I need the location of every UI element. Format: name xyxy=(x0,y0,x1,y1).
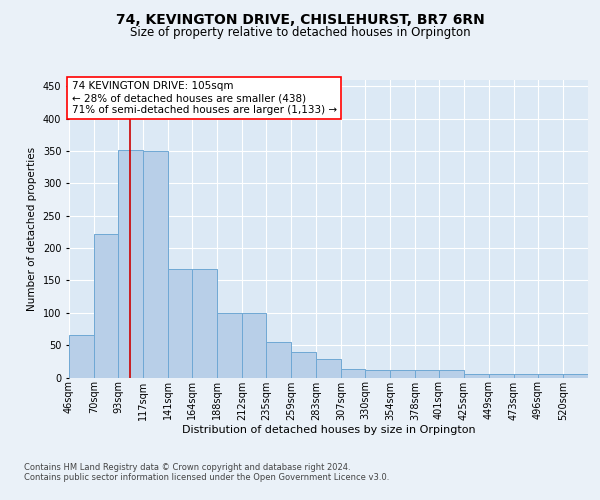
Bar xyxy=(390,370,415,378)
Text: Size of property relative to detached houses in Orpington: Size of property relative to detached ho… xyxy=(130,26,470,39)
Bar xyxy=(464,374,489,378)
Bar xyxy=(489,374,514,378)
Text: 74 KEVINGTON DRIVE: 105sqm
← 28% of detached houses are smaller (438)
71% of sem: 74 KEVINGTON DRIVE: 105sqm ← 28% of deta… xyxy=(71,82,337,114)
Bar xyxy=(415,370,439,378)
Bar xyxy=(94,234,118,378)
Text: 74, KEVINGTON DRIVE, CHISLEHURST, BR7 6RN: 74, KEVINGTON DRIVE, CHISLEHURST, BR7 6R… xyxy=(116,13,484,27)
Bar xyxy=(168,269,192,378)
Bar xyxy=(341,369,365,378)
Bar xyxy=(316,360,341,378)
Bar xyxy=(242,313,266,378)
Bar xyxy=(365,370,390,378)
Bar xyxy=(563,374,588,378)
Bar xyxy=(192,269,217,378)
Y-axis label: Number of detached properties: Number of detached properties xyxy=(27,146,37,311)
Bar xyxy=(439,370,464,378)
X-axis label: Distribution of detached houses by size in Orpington: Distribution of detached houses by size … xyxy=(182,425,475,435)
Bar xyxy=(266,342,291,378)
Bar xyxy=(514,374,538,378)
Bar xyxy=(538,374,563,378)
Bar xyxy=(69,336,94,378)
Bar xyxy=(291,352,316,378)
Bar xyxy=(143,151,168,378)
Bar xyxy=(118,150,143,378)
Text: Contains HM Land Registry data © Crown copyright and database right 2024.
Contai: Contains HM Land Registry data © Crown c… xyxy=(24,462,389,482)
Bar xyxy=(217,313,242,378)
